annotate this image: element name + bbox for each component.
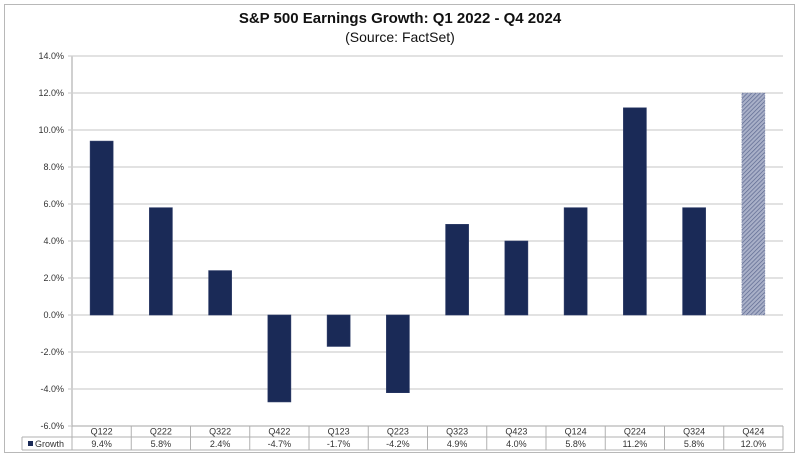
bar-q224 (623, 107, 647, 316)
bar-q222 (149, 207, 173, 316)
x-tick-label: Q423 (505, 427, 527, 437)
x-tick-label: Q422 (268, 427, 290, 437)
x-tick-label: Q124 (565, 427, 587, 437)
x-tick-label: Q123 (328, 427, 350, 437)
x-tick-label: Q324 (683, 427, 705, 437)
bar-q123 (326, 314, 351, 347)
chart-frame (4, 4, 795, 453)
bar-q323 (445, 224, 469, 316)
data-table-value: -4.7% (268, 439, 292, 449)
chart-subtitle: (Source: FactSet) (345, 29, 455, 45)
x-tick-label: Q222 (150, 427, 172, 437)
data-table-value: 4.9% (447, 439, 468, 449)
data-table-value: 4.0% (506, 439, 527, 449)
y-tick-label: 4.0% (43, 236, 64, 246)
y-tick-label: 6.0% (43, 199, 64, 209)
data-table-value: 5.8% (151, 439, 172, 449)
y-tick-label: 10.0% (38, 125, 64, 135)
data-table-value: 5.8% (684, 439, 705, 449)
data-table-value: 11.2% (622, 439, 647, 449)
data-table-value: -1.7% (327, 439, 351, 449)
y-tick-label: 12.0% (38, 88, 64, 98)
y-tick-label: -4.0% (40, 384, 64, 394)
bar-q122 (89, 140, 114, 316)
bar-q324 (682, 207, 706, 316)
data-table-value: 12.0% (741, 439, 767, 449)
y-tick-label: -2.0% (40, 347, 64, 357)
bar-q423 (504, 240, 529, 316)
y-tick-label: -6.0% (40, 421, 64, 431)
bar-q422 (267, 314, 292, 403)
bar-q424 (741, 92, 766, 316)
data-table-value: 2.4% (210, 439, 231, 449)
bar-q124 (563, 207, 588, 316)
data-table-value: 5.8% (565, 439, 586, 449)
y-tick-label: 0.0% (43, 310, 64, 320)
bar-q322 (208, 270, 232, 316)
x-tick-label: Q322 (209, 427, 231, 437)
x-tick-label: Q224 (624, 427, 646, 437)
legend-swatch (28, 441, 33, 446)
x-tick-label: Q424 (742, 427, 764, 437)
x-tick-label: Q223 (387, 427, 409, 437)
legend-label: Growth (35, 439, 64, 449)
y-tick-label: 14.0% (38, 51, 64, 61)
x-tick-label: Q323 (446, 427, 468, 437)
data-table-value: -4.2% (386, 439, 410, 449)
bar-q223 (386, 314, 410, 393)
y-tick-label: 2.0% (43, 273, 64, 283)
x-tick-label: Q122 (91, 427, 113, 437)
y-tick-label: 8.0% (43, 162, 64, 172)
chart-title: S&P 500 Earnings Growth: Q1 2022 - Q4 20… (238, 10, 562, 27)
data-table-value: 9.4% (91, 439, 112, 449)
